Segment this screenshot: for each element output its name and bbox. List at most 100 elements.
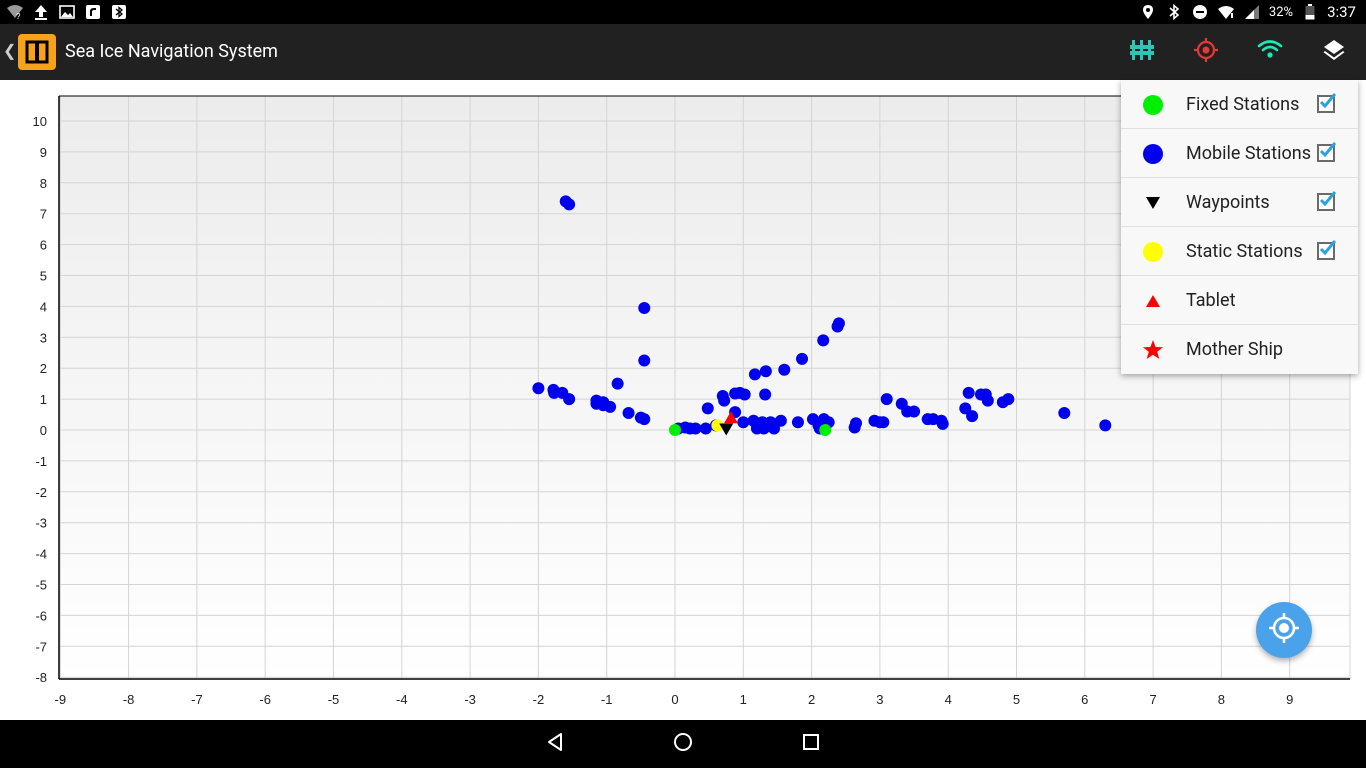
mobile-stations-point[interactable]	[638, 354, 651, 367]
crosshair-icon	[1267, 611, 1301, 649]
mobile-stations-point[interactable]	[959, 402, 972, 415]
y-tick-label: 5	[40, 269, 47, 284]
wifi-question-icon: ?	[6, 3, 24, 21]
legend-item-waypoints[interactable]: Waypoints	[1121, 178, 1358, 227]
legend-item-fixed-stations[interactable]: Fixed Stations	[1121, 80, 1358, 129]
y-tick-label: -1	[35, 454, 47, 469]
mobile-stations-point[interactable]	[962, 386, 975, 399]
app-logo[interactable]	[18, 34, 56, 70]
x-tick-label: -3	[464, 692, 476, 707]
mobile-stations-point[interactable]	[791, 416, 804, 429]
mobile-stations-point[interactable]	[563, 198, 576, 211]
system-nav-bar	[0, 720, 1366, 768]
mobile-stations-point[interactable]	[768, 422, 781, 435]
image-icon	[58, 3, 76, 21]
x-tick-label: 6	[1081, 692, 1088, 707]
mobile-stations-point[interactable]	[908, 405, 921, 418]
tablet-marker[interactable]	[724, 411, 739, 424]
mobile-stations-point[interactable]	[689, 422, 702, 435]
mobile-stations-point[interactable]	[638, 301, 651, 314]
legend-item-tablet[interactable]: Tablet	[1121, 276, 1358, 325]
x-axis-ticks: -9 -8 -7 -6 -5 -4 -3 -2 -1 0 1 2 3 4 5 6 7 8 9	[55, 692, 1294, 707]
x-tick-label: -9	[55, 692, 67, 707]
legend-checkbox[interactable]	[1317, 142, 1336, 162]
mobile-stations-point[interactable]	[604, 400, 617, 413]
battery-percent: 32%	[1268, 4, 1294, 20]
do-not-disturb-icon	[1191, 3, 1209, 21]
location-icon	[1139, 3, 1157, 21]
x-tick-label: -2	[533, 692, 545, 707]
mobile-stations-point[interactable]	[1099, 419, 1112, 432]
back-triangle-icon	[545, 732, 565, 756]
mobile-stations-point[interactable]	[936, 417, 949, 430]
mobile-stations-point[interactable]	[738, 388, 751, 401]
mobile-stations-point[interactable]	[622, 407, 635, 420]
legend-checkbox[interactable]	[1317, 191, 1336, 211]
mobile-stations-point[interactable]	[774, 414, 787, 427]
mobile-stations-point[interactable]	[1058, 407, 1071, 420]
mobile-stations-point[interactable]	[718, 394, 731, 407]
circle-marker-icon	[1141, 93, 1165, 117]
mobile-stations-point[interactable]	[831, 320, 844, 333]
x-tick-label: -6	[259, 692, 271, 707]
back-chevron-icon[interactable]: ❮	[3, 41, 17, 60]
legend-item-label: Mobile Stations	[1186, 143, 1311, 164]
nav-recents-button[interactable]	[799, 732, 823, 756]
mobile-stations-point[interactable]	[638, 413, 651, 426]
mobile-stations-point[interactable]	[817, 334, 830, 347]
y-tick-label: 3	[40, 330, 47, 345]
static-stations-point[interactable]	[711, 419, 724, 432]
triangle-up-marker-icon	[1141, 289, 1165, 313]
mobile-stations-point[interactable]	[611, 377, 624, 390]
legend-checkbox[interactable]	[1317, 240, 1336, 260]
mobile-stations-point[interactable]	[880, 393, 893, 406]
mobile-stations-point[interactable]	[701, 402, 714, 415]
circle-marker-icon	[1141, 240, 1165, 264]
y-tick-label: 6	[40, 238, 47, 253]
target-button[interactable]	[1190, 36, 1222, 68]
mobile-stations-point[interactable]	[877, 416, 890, 429]
mobile-stations-point[interactable]	[778, 363, 791, 376]
mobile-stations-point[interactable]	[699, 422, 712, 435]
locate-me-button[interactable]	[1256, 602, 1312, 658]
y-tick-label: 10	[33, 114, 47, 129]
y-axis-ticks: -8 -7 -6 -5 -4 -3 -2 -1 0 1 2 3 4 5 6 7 8 9 10	[33, 114, 47, 685]
legend-item-static-stations[interactable]: Static Stations	[1121, 227, 1358, 276]
mobile-stations-point[interactable]	[849, 417, 862, 430]
mobile-stations-point[interactable]	[796, 352, 809, 365]
nav-back-button[interactable]	[543, 732, 567, 756]
y-tick-label: -6	[35, 608, 47, 623]
stations-filter-button[interactable]	[1126, 36, 1158, 68]
waypoints-marker[interactable]	[719, 423, 734, 436]
x-tick-label: 2	[808, 692, 815, 707]
legend-menu: Fixed Stations Mobile Stations Waypoints St…	[1121, 80, 1358, 374]
x-tick-label: 4	[945, 692, 952, 707]
mobile-stations-point[interactable]	[759, 365, 772, 378]
legend-item-mobile-stations[interactable]: Mobile Stations	[1121, 129, 1358, 178]
y-tick-label: -7	[35, 639, 47, 654]
fixed-stations-point[interactable]	[669, 424, 681, 436]
mobile-stations-point[interactable]	[1002, 393, 1015, 406]
legend-item-label: Static Stations	[1186, 241, 1303, 262]
mobile-stations-point[interactable]	[748, 368, 761, 381]
legend-checkbox[interactable]	[1317, 93, 1336, 113]
nav-home-button[interactable]	[671, 732, 695, 756]
legend-item-label: Fixed Stations	[1186, 94, 1300, 115]
x-tick-label: -4	[396, 692, 408, 707]
y-tick-label: 4	[40, 299, 47, 314]
legend-item-mother-ship[interactable]: Mother Ship	[1121, 325, 1358, 374]
mobile-stations-point[interactable]	[981, 394, 994, 407]
mobile-stations-point[interactable]	[759, 388, 772, 401]
app-notification-icon	[84, 3, 102, 21]
mobile-stations-point[interactable]	[563, 393, 576, 406]
fixed-stations-point[interactable]	[819, 424, 832, 436]
mobile-stations-point[interactable]	[966, 410, 979, 423]
y-tick-label: 7	[40, 207, 47, 222]
mobile-stations-point[interactable]	[532, 382, 545, 395]
y-tick-label: 0	[40, 423, 47, 438]
mobile-stations-point[interactable]	[737, 416, 750, 429]
wifi-button[interactable]	[1254, 36, 1286, 68]
y-tick-label: -8	[35, 670, 47, 685]
circle-marker-icon	[1141, 142, 1165, 166]
layers-button[interactable]	[1318, 36, 1350, 68]
